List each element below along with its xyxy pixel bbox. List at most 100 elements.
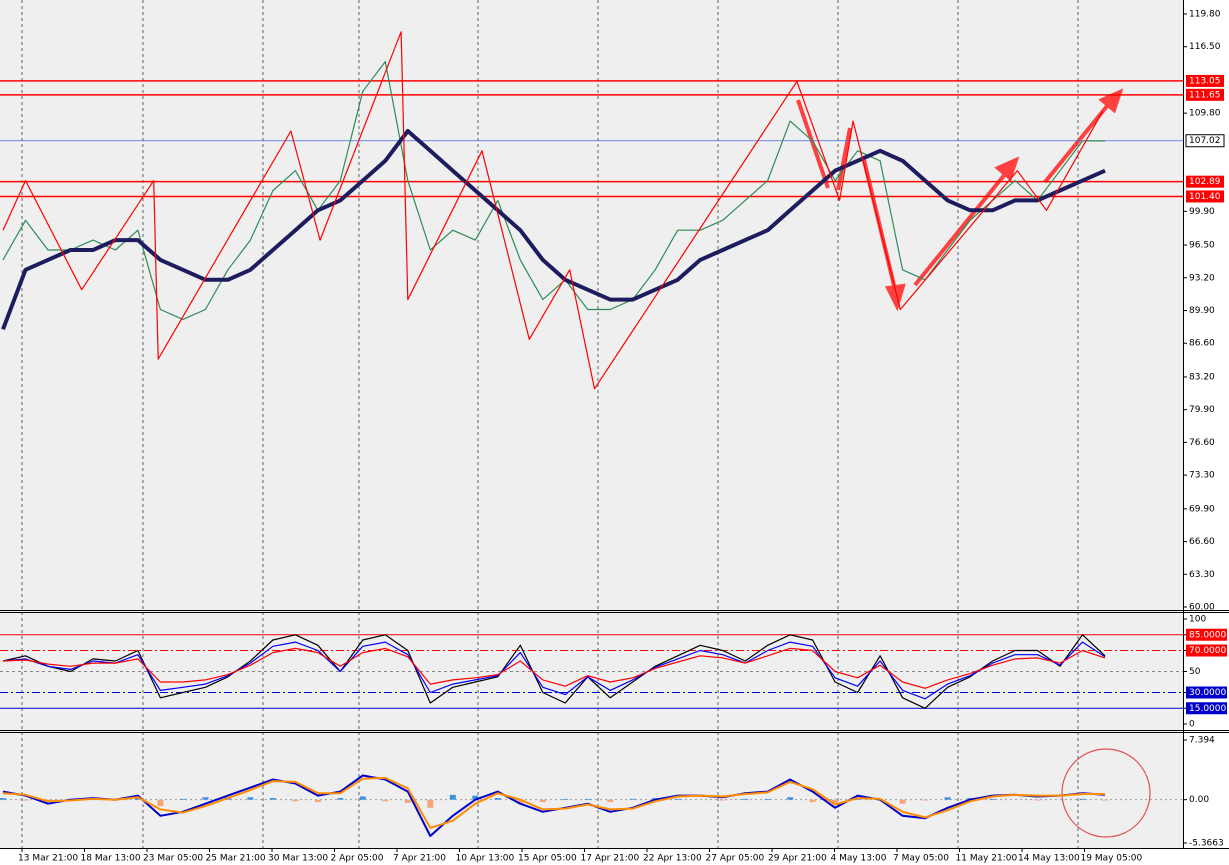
level-label: 113.05 <box>1189 76 1221 86</box>
level-label: 101.40 <box>1189 192 1221 202</box>
level-label-box <box>1186 74 1224 87</box>
level-label-box <box>1186 702 1227 715</box>
y-tick-label: 99.90 <box>1189 207 1215 217</box>
y-tick-label: 7.394 <box>1189 736 1215 746</box>
histogram-bar <box>629 798 636 800</box>
series-line <box>1 129 1106 331</box>
y-tick-label: 70.0000 <box>1189 646 1226 656</box>
y-tick-label: 86.60 <box>1189 339 1215 349</box>
y-tick-label: 15.0000 <box>1189 704 1226 714</box>
histogram-bar <box>22 799 29 801</box>
histogram-bar <box>247 797 254 800</box>
x-tick-label: 29 Apr 21:00 <box>768 854 827 864</box>
histogram-bar <box>899 799 906 804</box>
y-tick-label: 0 <box>1189 720 1195 730</box>
arrow <box>913 166 1012 287</box>
series-line <box>2 647 1106 689</box>
histogram-bar <box>584 798 591 800</box>
x-tick-label: 13 Mar 21:00 <box>18 854 78 864</box>
level-label-box <box>1186 190 1224 203</box>
x-tick-label: 17 Apr 21:00 <box>581 854 640 864</box>
x-tick-label: 19 May 05:00 <box>1081 854 1143 864</box>
level-label: 111.65 <box>1189 90 1221 100</box>
level-label-box <box>1186 175 1224 188</box>
series-line <box>2 61 1105 320</box>
x-tick-label: 15 Apr 05:00 <box>518 854 577 864</box>
histogram-bar <box>562 798 569 800</box>
histogram-bar <box>0 798 6 800</box>
histogram-bar <box>202 797 209 800</box>
level-label-box <box>1186 686 1227 699</box>
histogram-bar <box>922 799 929 801</box>
series-line <box>2 634 1106 709</box>
histogram-bar <box>787 797 794 800</box>
y-tick-label: 73.30 <box>1189 471 1215 481</box>
x-tick-label: 7 Apr 21:00 <box>393 854 446 864</box>
plot-background <box>0 0 1183 848</box>
x-tick-label: 7 May 05:00 <box>893 854 949 864</box>
y-tick-label: 89.90 <box>1189 306 1215 316</box>
histogram-bar <box>134 798 141 800</box>
histogram-bar <box>337 798 344 800</box>
x-tick-label: 10 Apr 13:00 <box>456 854 515 864</box>
level-label: 102.89 <box>1189 177 1221 187</box>
y-tick-label: 0.00 <box>1189 795 1209 805</box>
y-tick-label: 100 <box>1189 615 1206 625</box>
x-tick-label: 23 Mar 05:00 <box>143 854 203 864</box>
level-label-box <box>1186 628 1227 641</box>
arrow <box>836 127 852 191</box>
x-tick-label: 27 Apr 05:00 <box>706 854 765 864</box>
histogram-bar <box>449 794 456 800</box>
histogram-bar <box>1079 798 1086 800</box>
histogram-bar <box>517 799 524 804</box>
histogram-bar <box>314 799 321 803</box>
histogram-bar <box>269 798 276 800</box>
y-tick-label: 30.0000 <box>1189 688 1226 698</box>
level-label: 107.02 <box>1189 136 1221 146</box>
y-tick-label: 63.30 <box>1189 570 1215 580</box>
histogram-bar <box>1034 799 1041 801</box>
histogram-bar <box>719 799 726 801</box>
arrow <box>796 99 830 189</box>
histogram-bar <box>292 799 299 802</box>
x-tick-label: 4 May 13:00 <box>831 854 887 864</box>
histogram-bar <box>179 798 186 800</box>
series-line <box>2 776 1105 829</box>
histogram-bar <box>832 799 839 803</box>
histogram-bar <box>1102 799 1108 801</box>
y-tick-label: 93.20 <box>1189 273 1215 283</box>
y-tick-label: 116.50 <box>1189 42 1221 52</box>
x-tick-label: 2 Apr 05:00 <box>331 854 384 864</box>
series-line <box>2 641 1106 700</box>
histogram-bar <box>494 798 501 800</box>
level-label-box <box>1185 134 1225 148</box>
highlight-circle <box>1061 748 1151 838</box>
histogram-bar <box>359 796 366 800</box>
histogram-bar <box>944 797 951 800</box>
histogram-bar <box>764 798 771 800</box>
histogram-bar <box>607 799 614 803</box>
y-tick-label: 60.00 <box>1189 603 1215 613</box>
arrow-head <box>994 156 1020 182</box>
histogram-bar <box>539 799 546 803</box>
y-tick-label: 66.60 <box>1189 537 1215 547</box>
y-tick-label: 50 <box>1189 667 1201 677</box>
x-tick-label: 22 Apr 13:00 <box>643 854 702 864</box>
histogram-bar <box>809 799 816 803</box>
y-tick-label: 76.60 <box>1189 438 1215 448</box>
arrow-head <box>1098 88 1124 114</box>
histogram-bar <box>427 799 434 808</box>
histogram-bar <box>157 799 164 807</box>
y-tick-label: 96.50 <box>1189 241 1215 251</box>
y-tick-label: 79.90 <box>1189 405 1215 415</box>
x-tick-label: 11 May 21:00 <box>956 854 1018 864</box>
y-tick-label: 85.0000 <box>1189 630 1226 640</box>
y-tick-label: 69.90 <box>1189 504 1215 514</box>
level-label-box <box>1186 88 1224 101</box>
histogram-bar <box>989 798 996 800</box>
y-tick-label: 109.80 <box>1189 109 1221 119</box>
y-tick-label: 119.80 <box>1189 10 1221 20</box>
histogram-bar <box>742 798 749 800</box>
